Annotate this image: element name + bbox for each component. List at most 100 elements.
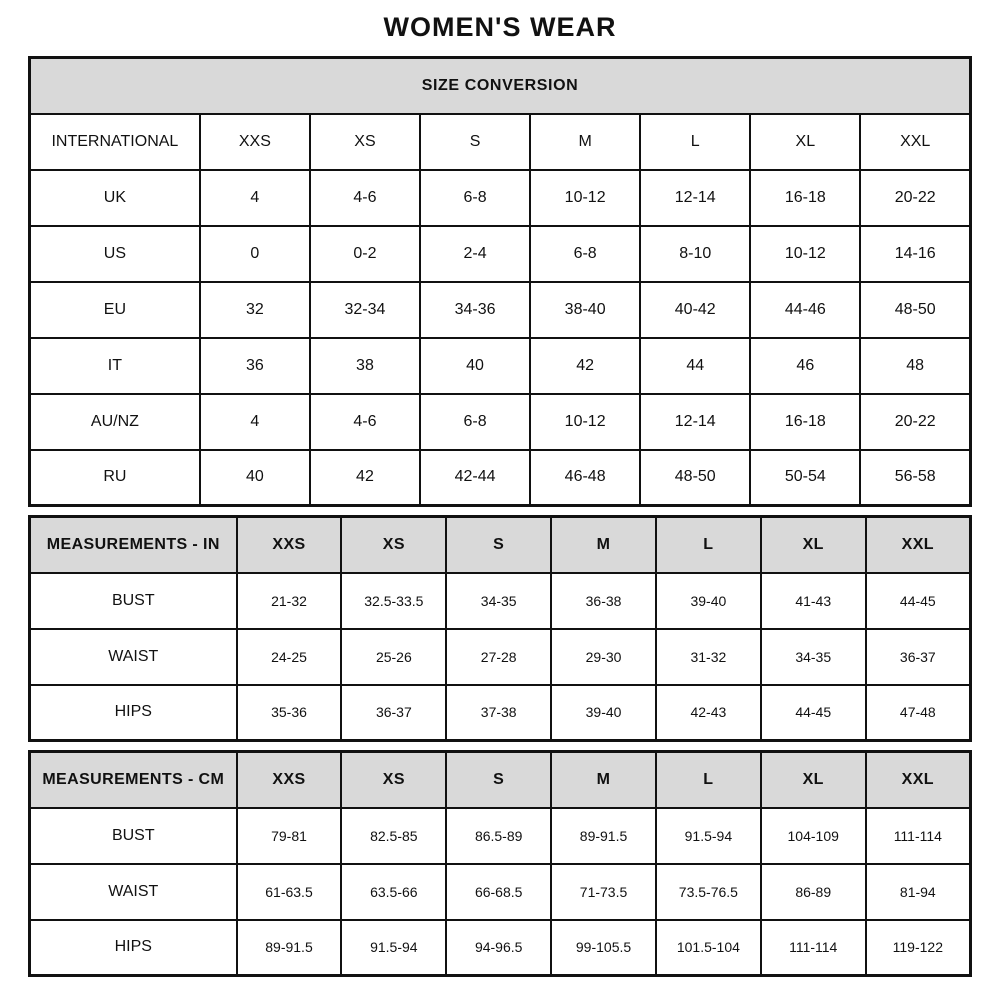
table-row-eu: EU 32 32-34 34-36 38-40 40-42 44-46 48-5… [28,280,972,339]
column-header-s: S [445,515,553,574]
row-label-uk: UK [28,168,201,227]
measurement-cell: 111-114 [864,806,972,865]
table-row-hips: HIPS 35-36 36-37 37-38 39-40 42-43 44-45… [28,683,972,742]
measurement-cell: 91.5-94 [340,918,448,977]
measurement-cell: 36-38 [550,571,657,630]
measurement-cell: 39-40 [654,571,762,630]
row-label-eu: EU [28,280,201,339]
size-cell: 4-6 [308,392,422,451]
measurement-cell: 47-48 [864,683,972,742]
size-cell: 48-50 [639,448,752,507]
measurement-cell: 36-37 [864,627,972,686]
measurement-cell: 42-43 [654,683,762,742]
measurement-cell: 66-68.5 [445,862,553,921]
measurements-cm-table: MEASUREMENTS - CM XXS XS S M L XL XXL BU… [28,750,972,977]
measurement-cell: 37-38 [445,683,553,742]
size-cell: 44 [639,336,752,395]
measurement-cell: 119-122 [864,918,972,977]
measurement-cell: 32.5-33.5 [340,571,448,630]
size-cell: 46 [749,336,862,395]
column-header-s: S [418,112,532,171]
size-cell: 38-40 [529,280,642,339]
measurement-cell: 61-63.5 [235,862,343,921]
table-row-bust: BUST 21-32 32.5-33.5 34-35 36-38 39-40 4… [28,571,972,630]
column-header-s: S [445,750,553,809]
column-header-xl: XL [759,750,867,809]
size-cell: 6-8 [418,168,532,227]
row-label-bust: BUST [28,571,238,630]
size-cell: 16-18 [749,168,862,227]
measurement-cell: 86-89 [759,862,867,921]
measurement-cell: 94-96.5 [445,918,553,977]
column-header-xs: XS [340,750,448,809]
size-cell: 12-14 [639,392,752,451]
measurement-cell: 86.5-89 [445,806,553,865]
column-header-xxl: XXL [859,112,972,171]
size-cell: 6-8 [529,224,642,283]
table-row-ru: RU 40 42 42-44 46-48 48-50 50-54 56-58 [28,448,972,507]
size-cell: 48-50 [859,280,972,339]
size-cell: 12-14 [639,168,752,227]
column-header-xxs: XXS [235,515,343,574]
measurements-in-title: MEASUREMENTS - IN [28,515,238,574]
row-label-bust: BUST [28,806,238,865]
size-cell: 50-54 [749,448,862,507]
measurement-cell: 63.5-66 [340,862,448,921]
measurement-cell: 34-35 [759,627,867,686]
measurement-cell: 89-91.5 [235,918,343,977]
size-cell: 10-12 [529,392,642,451]
column-header-xxl: XXL [864,750,972,809]
table-row-waist: WAIST 24-25 25-26 27-28 29-30 31-32 34-3… [28,627,972,686]
table-row-aunz: AU/NZ 4 4-6 6-8 10-12 12-14 16-18 20-22 [28,392,972,451]
size-cell: 4 [198,392,311,451]
column-header-l: L [654,750,762,809]
measurement-cell: 21-32 [235,571,343,630]
measurement-cell: 34-35 [445,571,553,630]
column-header-xs: XS [340,515,448,574]
table-row-waist: WAIST 61-63.5 63.5-66 66-68.5 71-73.5 73… [28,862,972,921]
size-cell: 38 [308,336,422,395]
size-cell: 56-58 [859,448,972,507]
measurement-cell: 73.5-76.5 [654,862,762,921]
column-header-xxl: XXL [864,515,972,574]
table-header-band: SIZE CONVERSION [28,56,972,115]
size-cell: 44-46 [749,280,862,339]
column-header-row: MEASUREMENTS - IN XXS XS S M L XL XXL [28,515,972,574]
measurement-cell: 41-43 [759,571,867,630]
row-label-it: IT [28,336,201,395]
row-label-waist: WAIST [28,862,238,921]
table-row-uk: UK 4 4-6 6-8 10-12 12-14 16-18 20-22 [28,168,972,227]
page-title: WOMEN'S WEAR [383,12,617,42]
column-header-l: L [639,112,752,171]
measurement-cell: 99-105.5 [550,918,657,977]
row-label-hips: HIPS [28,918,238,977]
row-label-ru: RU [28,448,201,507]
measurement-cell: 89-91.5 [550,806,657,865]
measurement-cell: 104-109 [759,806,867,865]
size-cell: 32 [198,280,311,339]
size-cell: 0 [198,224,311,283]
measurement-cell: 24-25 [235,627,343,686]
size-cell: 36 [198,336,311,395]
size-cell: 40-42 [639,280,752,339]
column-header-xl: XL [749,112,862,171]
measurement-cell: 36-37 [340,683,448,742]
size-cell: 14-16 [859,224,972,283]
measurement-cell: 29-30 [550,627,657,686]
size-cell: 48 [859,336,972,395]
size-cell: 6-8 [418,392,532,451]
column-header-xxs: XXS [198,112,311,171]
size-cell: 40 [198,448,311,507]
size-conversion-title: SIZE CONVERSION [28,56,972,115]
size-cell: 20-22 [859,168,972,227]
size-cell: 16-18 [749,392,862,451]
measurements-in-table: MEASUREMENTS - IN XXS XS S M L XL XXL BU… [28,515,972,742]
size-cell: 42 [308,448,422,507]
size-cell: 42 [529,336,642,395]
measurement-cell: 25-26 [340,627,448,686]
table-row-us: US 0 0-2 2-4 6-8 8-10 10-12 14-16 [28,224,972,283]
measurement-cell: 27-28 [445,627,553,686]
column-header-row: INTERNATIONAL XXS XS S M L XL XXL [28,112,972,171]
column-header-row: MEASUREMENTS - CM XXS XS S M L XL XXL [28,750,972,809]
column-header-m: M [550,515,657,574]
